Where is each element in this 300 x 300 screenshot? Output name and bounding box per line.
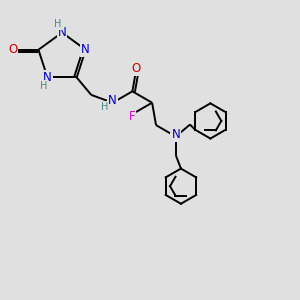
Text: N: N xyxy=(58,26,66,39)
Text: O: O xyxy=(8,43,17,56)
Text: N: N xyxy=(108,94,117,107)
Text: N: N xyxy=(81,43,90,56)
Text: O: O xyxy=(132,62,141,75)
Text: H: H xyxy=(40,81,47,91)
Text: H: H xyxy=(54,19,61,29)
Text: N: N xyxy=(43,71,52,84)
Text: H: H xyxy=(101,102,108,112)
Text: N: N xyxy=(171,128,180,141)
Text: F: F xyxy=(128,110,135,123)
